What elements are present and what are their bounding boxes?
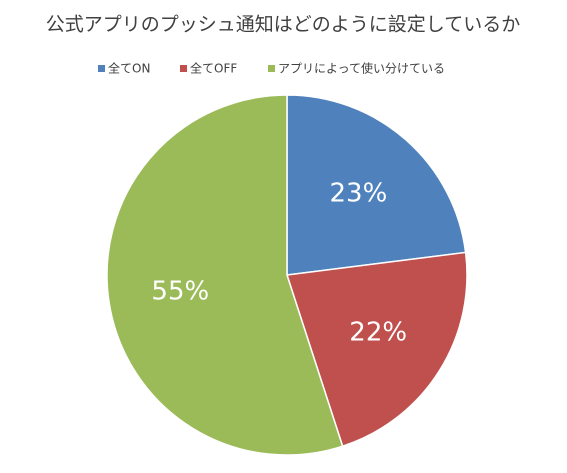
legend-swatch (180, 65, 187, 72)
value-label: 55% (151, 276, 209, 306)
legend-label: アプリによって使い分けている (278, 61, 445, 76)
legend-label: 全てOFF (190, 61, 237, 76)
value-label: 22% (349, 317, 407, 347)
chart-title: 公式アプリのプッシュ通知はどのように設定しているか (46, 14, 520, 36)
value-label: 23% (330, 178, 388, 208)
legend-swatch (98, 65, 105, 72)
legend-label: 全てON (108, 61, 150, 76)
pie-slice (286, 94, 467, 276)
legend-swatch (268, 65, 275, 72)
pie-slice (106, 94, 344, 456)
pie-slice (286, 251, 468, 448)
